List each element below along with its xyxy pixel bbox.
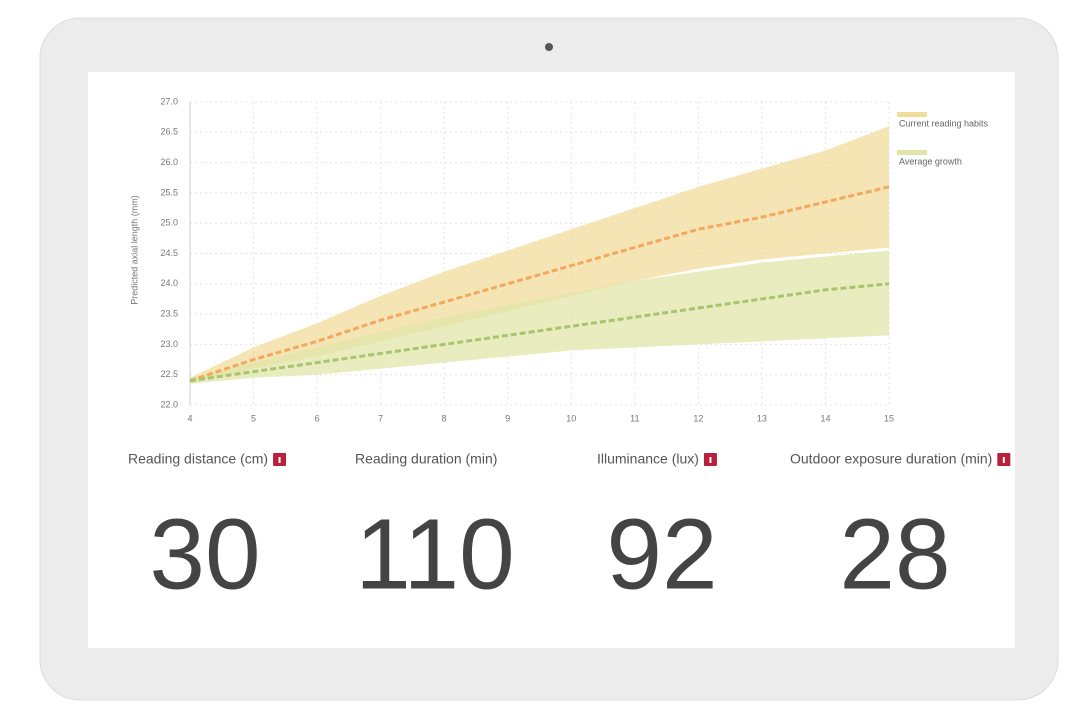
stat-label: Outdoor exposure duration (min) (790, 451, 992, 467)
legend-label: Current reading habits (899, 118, 989, 128)
stat-value: 92 (606, 498, 717, 610)
x-tick-label: 15 (884, 413, 894, 423)
x-tick-label: 7 (378, 413, 383, 423)
x-tick-label: 11 (630, 413, 639, 423)
info-icon-glyph (1002, 457, 1005, 463)
y-tick-label: 25.0 (160, 218, 178, 228)
y-tick-label: 22.0 (160, 399, 178, 409)
x-tick-label: 14 (820, 413, 830, 423)
legend-swatch (897, 150, 927, 155)
x-tick-label: 13 (757, 413, 767, 423)
stat-value: 28 (839, 498, 950, 610)
y-tick-label: 26.5 (160, 127, 178, 137)
confidence-band (190, 126, 889, 384)
series-line (189, 282, 890, 383)
stat-value: 110 (355, 498, 514, 610)
y-tick-label: 27.0 (160, 96, 178, 106)
x-tick-label: 6 (315, 413, 320, 423)
x-tick-label: 8 (442, 413, 447, 423)
stat-label: Illuminance (lux) (597, 451, 699, 467)
y-tick-label: 26.0 (160, 157, 178, 167)
info-icon-glyph (709, 457, 712, 463)
legend-label: Average growth (899, 156, 962, 166)
x-tick-label: 9 (505, 413, 510, 423)
x-tick-label: 12 (693, 413, 703, 423)
y-axis-label: Predicted axial length (mm) (129, 195, 139, 305)
series-line (189, 185, 890, 383)
legend-swatch (897, 112, 927, 117)
stats: Reading distance (cm) 30 Reading duration … (128, 451, 1011, 610)
stat-label: Reading distance (cm) (128, 451, 268, 467)
x-tick-label: 4 (187, 413, 192, 423)
confidence-band (190, 250, 889, 384)
y-tick-label: 24.5 (160, 248, 178, 258)
stat-value: 30 (149, 498, 260, 610)
stat-label: Reading duration (min) (355, 451, 497, 467)
info-icon-glyph (278, 457, 281, 463)
x-tick-label: 10 (566, 413, 576, 423)
y-tick-label: 22.5 (160, 369, 178, 379)
y-tick-label: 25.5 (160, 187, 178, 197)
y-tick-label: 24.0 (160, 278, 178, 288)
x-tick-label: 5 (251, 413, 256, 423)
y-tick-label: 23.0 (160, 339, 178, 349)
plot: 22.0 22.5 23.0 23.5 24.0 24.5 25.0 25.5 26.0 26.5… (160, 96, 988, 423)
camera (545, 43, 553, 51)
y-tick-label: 23.5 (160, 308, 178, 318)
